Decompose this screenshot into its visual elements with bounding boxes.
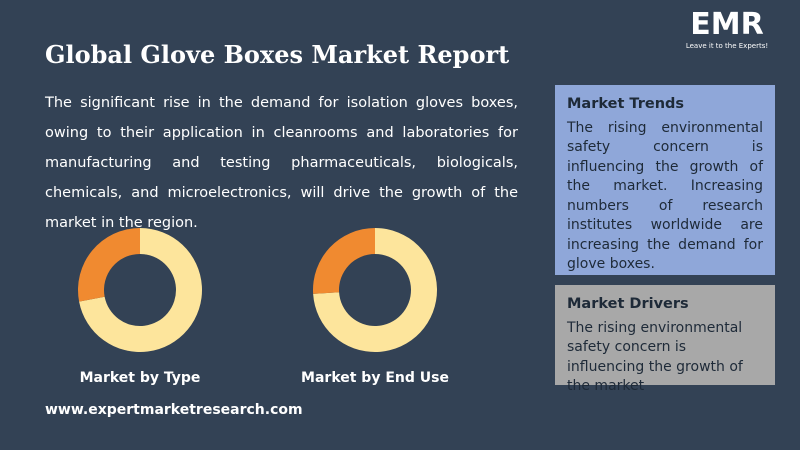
panel: Market Trends The rising environmental s…	[555, 85, 775, 275]
panel-text: The rising environmental safety concern …	[567, 319, 743, 395]
title: Global Glove Boxes Market Report	[45, 40, 510, 69]
donut-segment	[79, 228, 202, 352]
chart-title: Market by End Use	[301, 370, 449, 386]
panel-title: Market Drivers	[567, 296, 689, 312]
website: www.expertmarketresearch.com	[45, 402, 303, 418]
donut-segment	[313, 228, 437, 352]
panel: Market Drivers The rising environmental …	[555, 285, 775, 394]
charts: Market by Type Market by End Use	[78, 228, 449, 386]
donut-segment	[313, 228, 375, 294]
chart-title: Market by Type	[80, 370, 201, 386]
panel-text: The rising environmental safety concern …	[567, 119, 763, 273]
logo: EMR Leave it to the Experts!	[672, 8, 782, 58]
logo-tagline: Leave it to the Experts!	[685, 42, 769, 50]
donut-segment	[78, 228, 140, 302]
description: The significant rise in the demand for i…	[45, 95, 518, 231]
logo-brand: EMR	[690, 7, 764, 42]
panel-title: Market Trends	[567, 96, 685, 112]
